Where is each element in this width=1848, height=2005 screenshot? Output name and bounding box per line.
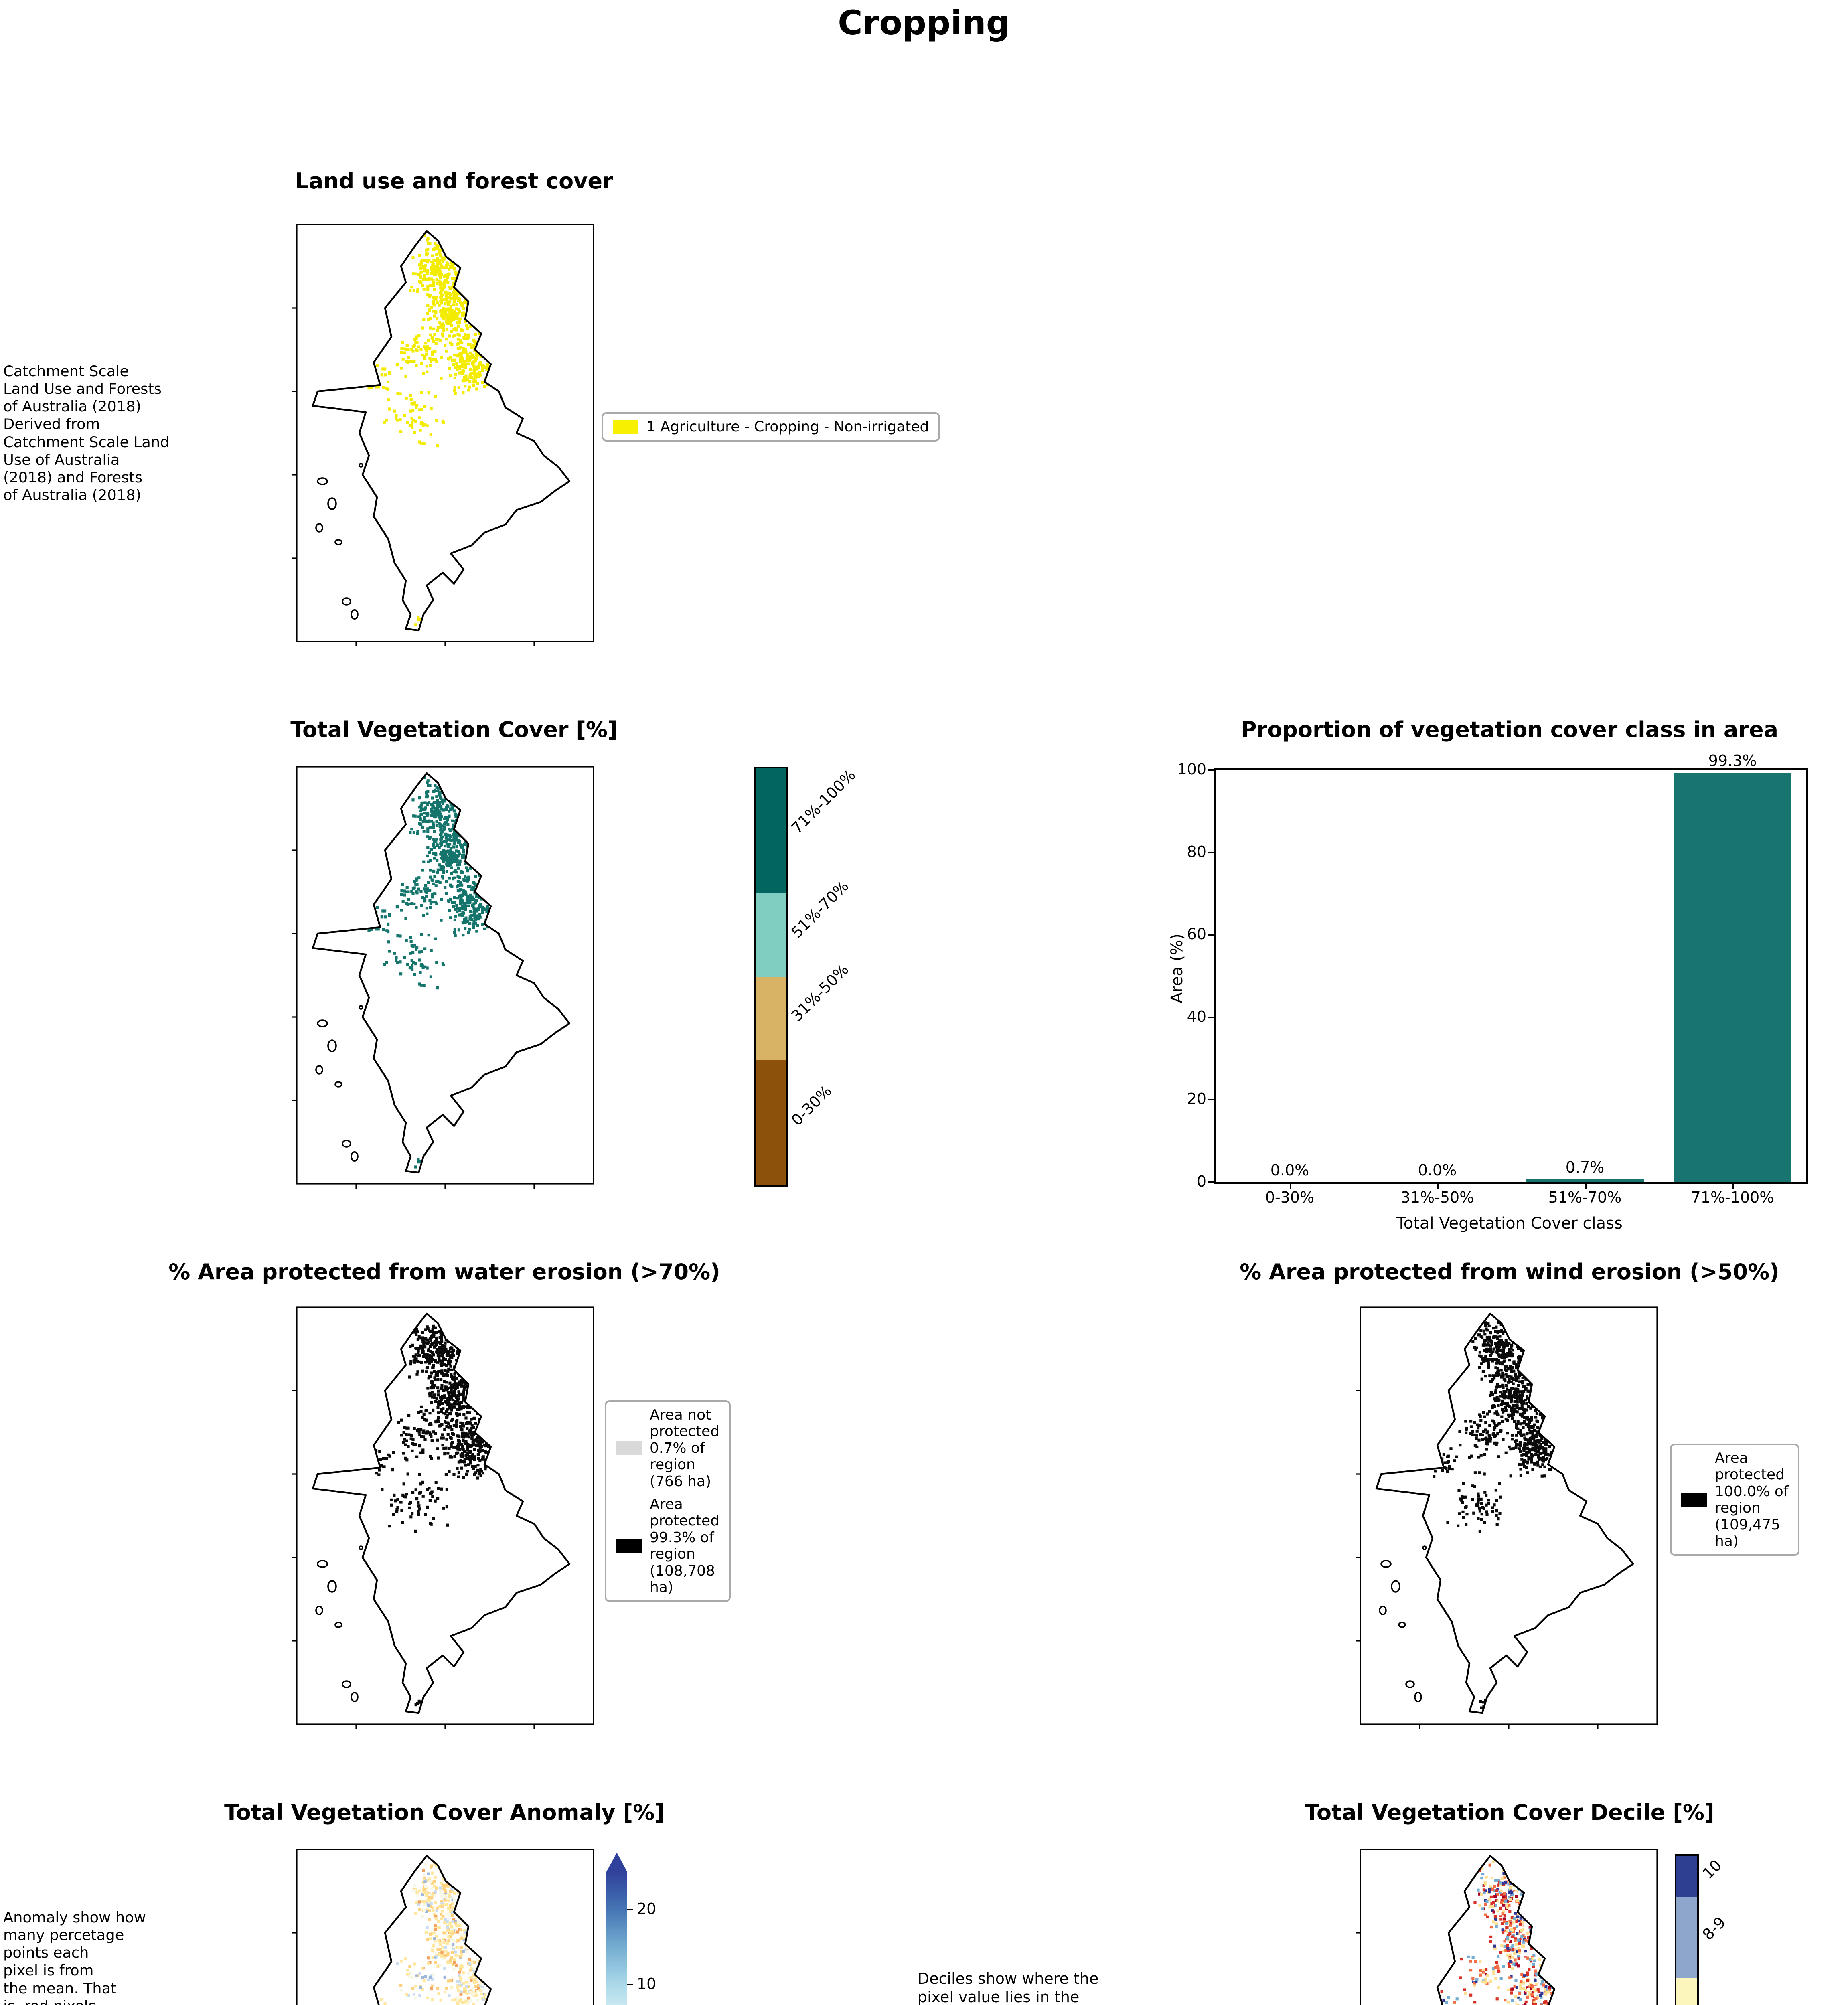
y-tick-mark: [1208, 1016, 1216, 1018]
colorbar-tick-mark: [627, 1983, 633, 1985]
anomaly-gradient: [606, 1872, 627, 2005]
wind-erosion-legend: Area protected 100.0% of region (109,475…: [1670, 1444, 1800, 1556]
bar-value-label: 99.3%: [1708, 752, 1757, 770]
legend-swatch-cropping: [613, 419, 638, 434]
colorbar-label: 51%-70%: [788, 877, 852, 942]
proportion-title: Proportion of vegetation cover class in …: [1240, 717, 1779, 742]
anomaly-title: Total Vegetation Cover Anomaly [%]: [224, 1800, 665, 1825]
y-tick-label: 60: [1187, 925, 1206, 943]
legend-entry: Area protected 99.3% of region (108,708 …: [616, 1496, 719, 1596]
legend-label-not-protected: Area not protected 0.7% of region (766 h…: [650, 1407, 720, 1490]
pixel-layer: [371, 1860, 496, 2005]
decile-map: [1356, 1849, 1658, 2005]
anomaly-note: Anomaly show how many percetage points e…: [3, 1909, 146, 2005]
colorbar-label: 10: [1699, 1856, 1725, 1883]
y-tick-mark: [1208, 934, 1216, 936]
proportion-bar-chart: 0 20 40 60 80 100 0.0% 0-30% 0.0% 31%-50% 0.7% 51%-…: [1177, 752, 1808, 1206]
map-veg-svg: [292, 766, 594, 1189]
y-tick-label: 20: [1187, 1090, 1206, 1108]
map-water-svg: [292, 1306, 594, 1729]
legend-swatch-protected: [1681, 1493, 1707, 1507]
landuse-title: Land use and forest cover: [295, 168, 613, 194]
anomaly-map: [292, 1849, 594, 2005]
bar-value-label: 0.7%: [1565, 1158, 1605, 1176]
y-tick-label: 0: [1196, 1173, 1206, 1190]
x-tick-label: 51%-70%: [1548, 1189, 1622, 1206]
decile-note: Deciles show where the pixel value lies …: [918, 1970, 1099, 2005]
x-tick-label: 0-30%: [1265, 1189, 1315, 1206]
colorbar-segment: [1676, 1896, 1697, 1978]
colorbar-segment: [756, 1060, 786, 1185]
colorbar-label: 8-9: [1699, 1913, 1729, 1944]
y-tick-label: 100: [1177, 760, 1206, 778]
y-tick-mark: [1208, 1181, 1216, 1183]
colorbar-tick-label: 20: [637, 1900, 657, 1918]
wind-erosion-title: % Area protected from wind erosion (>50%…: [1240, 1259, 1779, 1284]
landuse-map: [292, 224, 594, 646]
x-tick-mark: [1732, 1182, 1734, 1189]
colorbar-label: 0-30%: [788, 1081, 835, 1129]
veg-cover-title: Total Vegetation Cover [%]: [290, 717, 618, 742]
chart-xlabel: Total Vegetation Cover class: [1396, 1214, 1623, 1233]
y-tick-mark: [1208, 769, 1216, 771]
y-tick-label: 40: [1187, 1007, 1206, 1025]
colorbar-segment: [1676, 1856, 1697, 1897]
colorbar-tick-mark: [627, 1908, 633, 1910]
decile-title: Total Vegetation Cover Decile [%]: [1305, 1800, 1714, 1825]
pixel-layer: [372, 1317, 496, 1709]
colorbar-segment: [1676, 1978, 1697, 2005]
colorbar-segment: [756, 768, 786, 893]
chart-ylabel: Area (%): [1167, 934, 1186, 1003]
water-erosion-legend: Area not protected 0.7% of region (766 h…: [605, 1400, 731, 1602]
decile-colorbar: 108-94-72-31: [1675, 1854, 1729, 2005]
pixel-layer: [367, 234, 496, 626]
pixel-layer: [367, 776, 496, 1169]
veg-cover-map: [292, 766, 594, 1189]
colorbar-label: 71%-100%: [788, 766, 859, 837]
legend-entry: Area not protected 0.7% of region (766 h…: [616, 1407, 719, 1490]
bar-51%-70%: [1526, 1179, 1644, 1182]
x-tick-label: 71%-100%: [1691, 1189, 1774, 1206]
anomaly-colorbar: 20100−10−20: [606, 1853, 656, 2005]
legend-swatch-not-protected: [616, 1441, 642, 1456]
water-erosion-title: % Area protected from water erosion (>70…: [168, 1259, 720, 1284]
y-tick-label: 80: [1187, 843, 1206, 861]
legend-label-protected: Area protected 100.0% of region (109,475…: [1715, 1450, 1789, 1549]
veg-cover-colorbar: 71%-100% 51%-70% 31%-50% 0-30%: [754, 766, 859, 1187]
bar-value-label: 0.0%: [1418, 1161, 1457, 1179]
landuse-note: Catchment Scale Land Use and Forests of …: [3, 363, 170, 504]
page-title: Cropping: [838, 3, 1010, 43]
map-wind-svg: [1356, 1306, 1658, 1729]
legend-label-cropping: 1 Agriculture - Cropping - Non-irrigated: [646, 419, 929, 435]
legend-swatch-protected: [616, 1539, 642, 1553]
colorbar-label: 31%-50%: [788, 960, 852, 1025]
x-tick-mark: [1290, 1182, 1291, 1189]
y-tick-mark: [1208, 1099, 1216, 1101]
map-decile-svg: [1356, 1849, 1658, 2005]
colorbar-segment: [756, 893, 786, 977]
colorbar-segment: [756, 977, 786, 1060]
colorbar-arrow-up: [606, 1853, 627, 1872]
bar-71%-100%: [1673, 773, 1792, 1182]
y-tick-mark: [1208, 851, 1216, 853]
legend-entry: Area protected 100.0% of region (109,475…: [1681, 1450, 1788, 1549]
x-tick-label: 31%-50%: [1400, 1189, 1474, 1206]
map-anom-svg: [292, 1849, 594, 2005]
bar-value-label: 0.0%: [1270, 1161, 1309, 1179]
x-tick-mark: [1585, 1182, 1587, 1189]
water-erosion-map: [292, 1306, 594, 1729]
landuse-legend: 1 Agriculture - Cropping - Non-irrigated: [602, 412, 940, 442]
map-landuse-svg: [292, 224, 594, 646]
colorbar-tick-label: 10: [637, 1975, 657, 1993]
pixel-layer: [1433, 1319, 1560, 1709]
wind-erosion-map: [1356, 1306, 1658, 1729]
x-tick-mark: [1437, 1182, 1439, 1189]
legend-label-protected: Area protected 99.3% of region (108,708 …: [650, 1496, 720, 1596]
